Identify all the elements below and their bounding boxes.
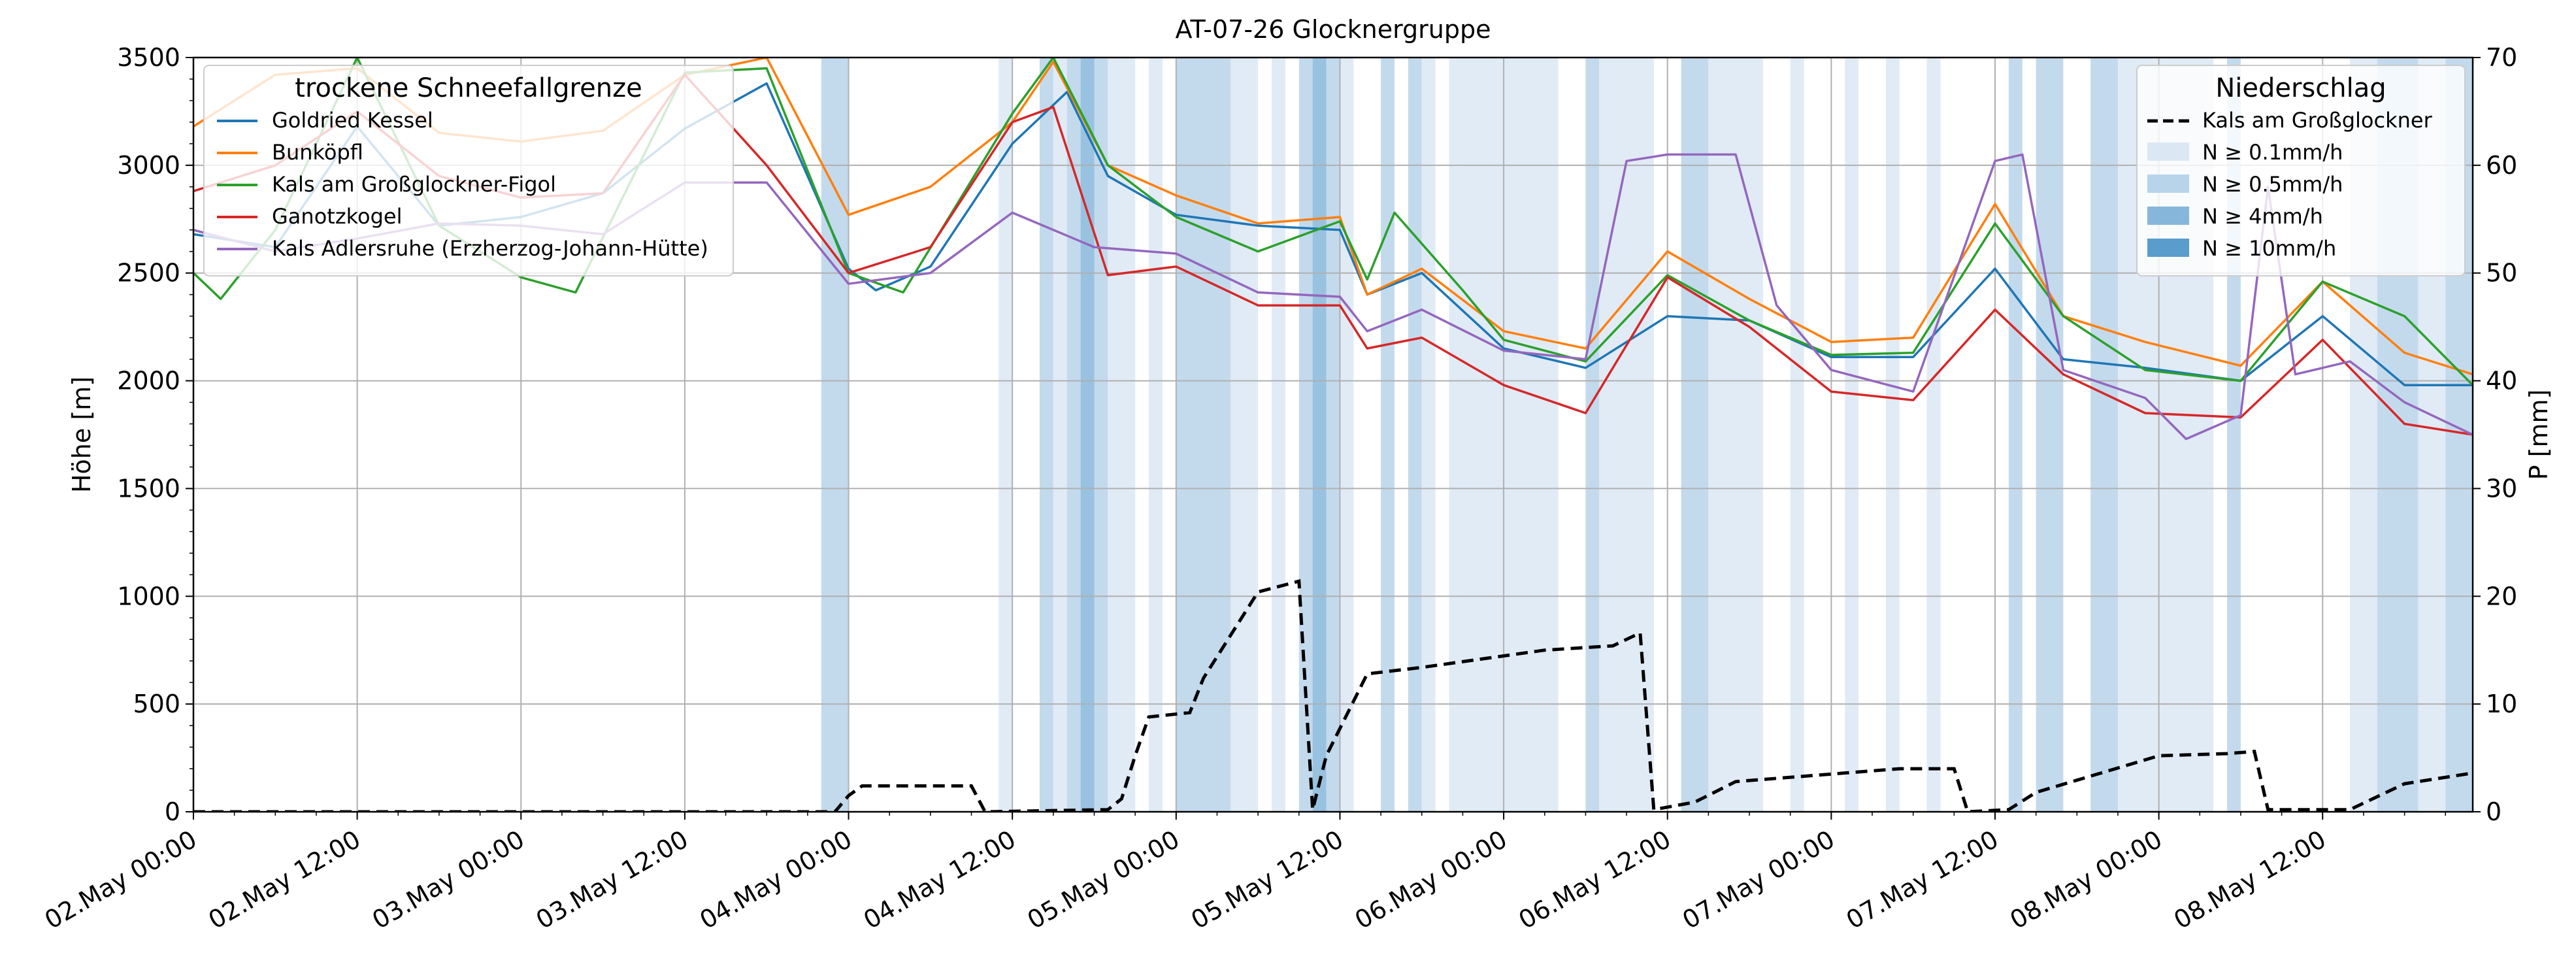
y-tick-label: 1000	[117, 582, 180, 610]
y2-tick-label: 0	[2486, 797, 2502, 826]
precip-band	[1230, 58, 1259, 812]
y2-tick-label: 60	[2486, 151, 2517, 180]
y2-tick-label: 20	[2486, 582, 2517, 610]
precip-band	[1790, 58, 1804, 812]
precip-band	[1681, 58, 1709, 812]
legend-swatch	[2147, 142, 2189, 161]
legend-swatch	[2147, 175, 2189, 193]
legend-entry: N ≥ 0.5mm/h	[2202, 172, 2343, 197]
y-tick-label: 2500	[117, 259, 180, 288]
precip-band	[1066, 58, 1081, 812]
precip-band	[2090, 58, 2118, 812]
precip-band	[1272, 58, 1285, 812]
precip-band	[1340, 58, 1354, 812]
precip-cumulative-line	[193, 579, 2473, 812]
precip-band	[1708, 58, 1763, 812]
y2-tick-label: 40	[2486, 367, 2517, 395]
precip-band	[1926, 58, 1941, 812]
legend-entry: Kals Adlersruhe (Erzherzog-Johann-Hütte)	[272, 236, 708, 261]
legend-entry: N ≥ 0.1mm/h	[2202, 140, 2343, 165]
precip-band	[999, 58, 1013, 812]
precip-band	[1885, 58, 1900, 812]
series-line	[193, 58, 2473, 386]
legend-entry: N ≥ 10mm/h	[2202, 236, 2336, 261]
precip-band	[1449, 58, 1463, 812]
precip-band	[1408, 58, 1422, 812]
precipitation-legend: Niederschlag Kals am Großglockner N ≥ 0.1m…	[2136, 65, 2466, 276]
y-tick-label: 3500	[117, 43, 180, 72]
legend-swatch	[2147, 207, 2189, 225]
legend-entry: Ganotzkogel	[272, 204, 402, 229]
legend-entry: N ≥ 4mm/h	[2202, 204, 2323, 229]
legend-swatch	[2147, 239, 2189, 257]
y2-tick-label: 30	[2486, 474, 2517, 503]
y2-tick-label: 70	[2486, 43, 2517, 72]
precip-band	[1599, 58, 1654, 812]
legend-entry: Bunköpfl	[272, 140, 363, 165]
precip-band	[1421, 58, 1436, 812]
precip-band	[1462, 58, 1559, 812]
y-tick-label: 1500	[117, 474, 180, 503]
precip-band	[1039, 58, 1053, 812]
y-tick-label: 3000	[117, 151, 180, 180]
precip-band	[1298, 58, 1313, 812]
legend-title: Niederschlag	[2215, 73, 2386, 103]
precip-band	[1080, 58, 1095, 812]
y-axis-label: Höhe [m]	[67, 376, 96, 493]
chart-title: AT-07-26 Glocknergruppe	[1176, 15, 1491, 44]
precip-band	[1312, 58, 1327, 812]
secondary-y-axis-label: P [mm]	[2524, 390, 2553, 480]
legend-entry: Kals am Großglockner	[2202, 108, 2433, 133]
y-tick-label: 2000	[117, 367, 180, 395]
y2-tick-label: 50	[2486, 259, 2517, 288]
precip-band	[1585, 58, 1600, 812]
precip-band	[1381, 58, 1395, 812]
precip-band	[1845, 58, 1859, 812]
legend-title: trockene Schneefallgrenze	[295, 73, 642, 103]
legend-entry: Goldried Kessel	[272, 108, 433, 133]
precip-band	[1149, 58, 1163, 812]
precip-band	[2036, 58, 2064, 812]
y2-tick-label: 10	[2486, 690, 2517, 718]
legend-box	[2136, 65, 2466, 276]
y-tick-label: 500	[133, 690, 180, 718]
legend-box	[203, 65, 734, 276]
precip-band	[1176, 58, 1231, 812]
legend-entry: Kals am Großglockner-Figol	[272, 172, 556, 197]
precip-band	[2008, 58, 2023, 812]
precip-band	[821, 58, 849, 812]
y-tick-label: 0	[165, 797, 180, 826]
cumulative-precipitation-series	[193, 579, 2473, 812]
plot-frame	[192, 56, 2474, 813]
precip-band	[1053, 58, 1067, 812]
snowline-legend: trockene Schneefallgrenze Goldried Kessel…	[203, 65, 734, 276]
precip-band	[1326, 58, 1340, 812]
